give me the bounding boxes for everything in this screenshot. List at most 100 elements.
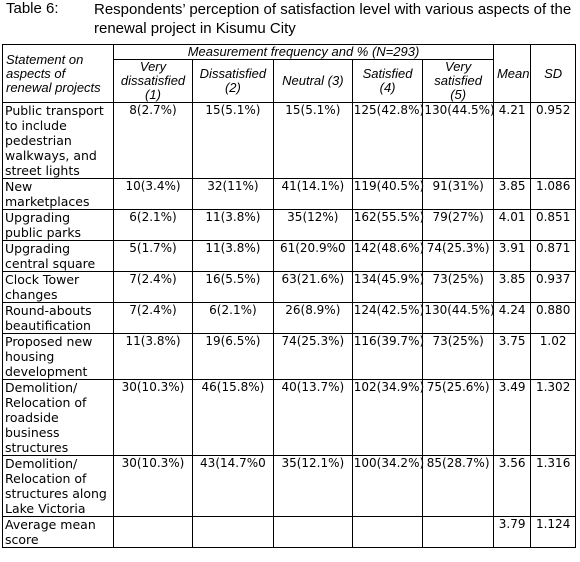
sd-cell: 0.937	[530, 271, 576, 303]
sd-header: SD	[530, 44, 576, 103]
aspect-cell: Demolition/ Relocation of roadside busin…	[1, 379, 115, 456]
value-cell: 46(15.8%)	[191, 379, 274, 456]
table-row: Demolition/ Relocation of structures alo…	[1, 455, 576, 517]
value-cell: 32(11%)	[191, 178, 274, 210]
value-cell: 74(25.3%)	[422, 240, 494, 272]
value-cell: 130(44.5%)	[422, 302, 495, 334]
value-cell: 35(12.1%)	[272, 455, 353, 517]
value-cell	[113, 516, 193, 548]
mean-header: Mean	[492, 44, 532, 103]
sd-cell: 1.124	[530, 516, 576, 548]
aspect-cell: Round-abouts beautification	[1, 302, 115, 334]
value-cell: 30(10.3%)	[113, 455, 193, 517]
sd-cell: 0.871	[530, 240, 576, 272]
value-cell: 11(3.8%)	[191, 209, 274, 241]
value-cell: 116(39.7%)	[351, 333, 424, 380]
mean-cell: 3.85	[492, 178, 532, 210]
table-row: Upgrading central square 5(1.7%) 11(3.8%…	[1, 240, 576, 272]
mean-cell: 3.85	[492, 271, 532, 303]
sd-cell: 1.02	[530, 333, 576, 380]
table-row: Upgrading public parks 6(2.1%) 11(3.8%) …	[1, 209, 576, 241]
table-caption: Table 6: Respondents’ perception of sati…	[6, 0, 578, 40]
value-cell: 100(34.2%)	[351, 455, 424, 517]
sd-cell: 0.851	[530, 209, 576, 241]
value-cell: 119(40.5%)	[351, 178, 424, 210]
value-cell: 15(5.1%)	[272, 102, 353, 179]
value-cell	[351, 516, 424, 548]
value-cell: 26(8.9%)	[272, 302, 353, 334]
sd-cell: 0.880	[530, 302, 576, 334]
value-cell: 35(12%)	[272, 209, 353, 241]
mean-cell: 3.79	[492, 516, 532, 548]
value-cell: 8(2.7%)	[113, 102, 193, 179]
value-cell: 162(55.5%)	[351, 209, 424, 241]
col-dissatisfied: Dissatisfied (2)	[191, 59, 274, 103]
value-cell	[422, 516, 494, 548]
table-number: Table 6:	[6, 0, 59, 17]
statement-header: Statement on aspects of renewal projects	[1, 44, 115, 103]
mean-cell: 4.24	[492, 302, 532, 334]
value-cell: 10(3.4%)	[113, 178, 193, 210]
value-cell: 41(14.1%)	[272, 178, 353, 210]
value-cell: 63(21.6%)	[272, 271, 353, 303]
value-cell	[191, 516, 274, 548]
value-cell: 125(42.8%)	[351, 102, 424, 179]
value-cell: 75(25.6%)	[422, 379, 494, 456]
col-very-dissatisfied: Very dissatisfied (1)	[113, 59, 193, 103]
col-very-satisfied: Very satisfied (5)	[422, 59, 494, 103]
value-cell: 19(6.5%)	[191, 333, 274, 380]
aspect-cell: Upgrading public parks	[1, 209, 115, 241]
value-cell: 73(25%)	[422, 333, 494, 380]
measurement-group-header: Measurement frequency and % (N=293)	[113, 44, 494, 60]
aspect-cell: New marketplaces	[1, 178, 115, 210]
table-row: Round-abouts beautification 7(2.4%) 6(2.…	[1, 302, 576, 334]
value-cell: 124(42.5%)	[351, 302, 424, 334]
col-satisfied: Satisfied (4)	[351, 59, 424, 103]
value-cell: 130(44.5%)	[422, 102, 495, 179]
table-row: Demolition/ Relocation of roadside busin…	[1, 379, 576, 456]
value-cell: 7(2.4%)	[113, 271, 193, 303]
value-cell: 61(20.9%0	[272, 240, 353, 272]
table-title: Respondents’ perception of satisfaction …	[94, 1, 572, 37]
value-cell: 91(31%)	[422, 178, 494, 210]
table-row-average: Average mean score 3.79 1.124	[1, 516, 576, 548]
value-cell	[272, 516, 353, 548]
aspect-cell: Public transport to include pedestrian w…	[1, 102, 115, 179]
sd-cell: 1.316	[530, 455, 576, 517]
value-cell: 30(10.3%)	[113, 379, 193, 456]
value-cell: 6(2.1%)	[113, 209, 193, 241]
value-cell: 85(28.7%)	[422, 455, 494, 517]
value-cell: 43(14.7%0	[191, 455, 274, 517]
value-cell: 11(3.8%)	[113, 333, 193, 380]
value-cell: 6(2.1%)	[191, 302, 274, 334]
mean-cell: 4.01	[492, 209, 532, 241]
sd-cell: 1.302	[530, 379, 576, 456]
aspect-cell: Demolition/ Relocation of structures alo…	[1, 455, 115, 517]
mean-cell: 3.91	[492, 240, 532, 272]
value-cell: 11(3.8%)	[191, 240, 274, 272]
value-cell: 142(48.6%)	[351, 240, 424, 272]
value-cell: 40(13.7%)	[272, 379, 353, 456]
value-cell: 79(27%)	[422, 209, 494, 241]
value-cell: 73(25%)	[422, 271, 494, 303]
value-cell: 15(5.1%)	[191, 102, 274, 179]
sd-cell: 0.952	[530, 102, 576, 179]
value-cell: 7(2.4%)	[113, 302, 193, 334]
mean-cell: 3.49	[492, 379, 532, 456]
value-cell: 134(45.9%)	[351, 271, 424, 303]
sd-cell: 1.086	[530, 178, 576, 210]
aspect-cell: Proposed new housing development	[1, 333, 115, 380]
table-row: Clock Tower changes 7(2.4%) 16(5.5%) 63(…	[1, 271, 576, 303]
table-row: Proposed new housing development 11(3.8%…	[1, 333, 576, 380]
value-cell: 16(5.5%)	[191, 271, 274, 303]
value-cell: 102(34.9%)	[351, 379, 424, 456]
satisfaction-table: Statement on aspects of renewal projects…	[1, 44, 576, 548]
aspect-cell: Upgrading central square	[1, 240, 115, 272]
mean-cell: 4.21	[492, 102, 532, 179]
mean-cell: 3.56	[492, 455, 532, 517]
table-row: Public transport to include pedestrian w…	[1, 102, 576, 179]
mean-cell: 3.75	[492, 333, 532, 380]
value-cell: 74(25.3%)	[272, 333, 353, 380]
col-neutral: Neutral (3)	[272, 59, 353, 103]
aspect-cell: Average mean score	[1, 516, 115, 548]
